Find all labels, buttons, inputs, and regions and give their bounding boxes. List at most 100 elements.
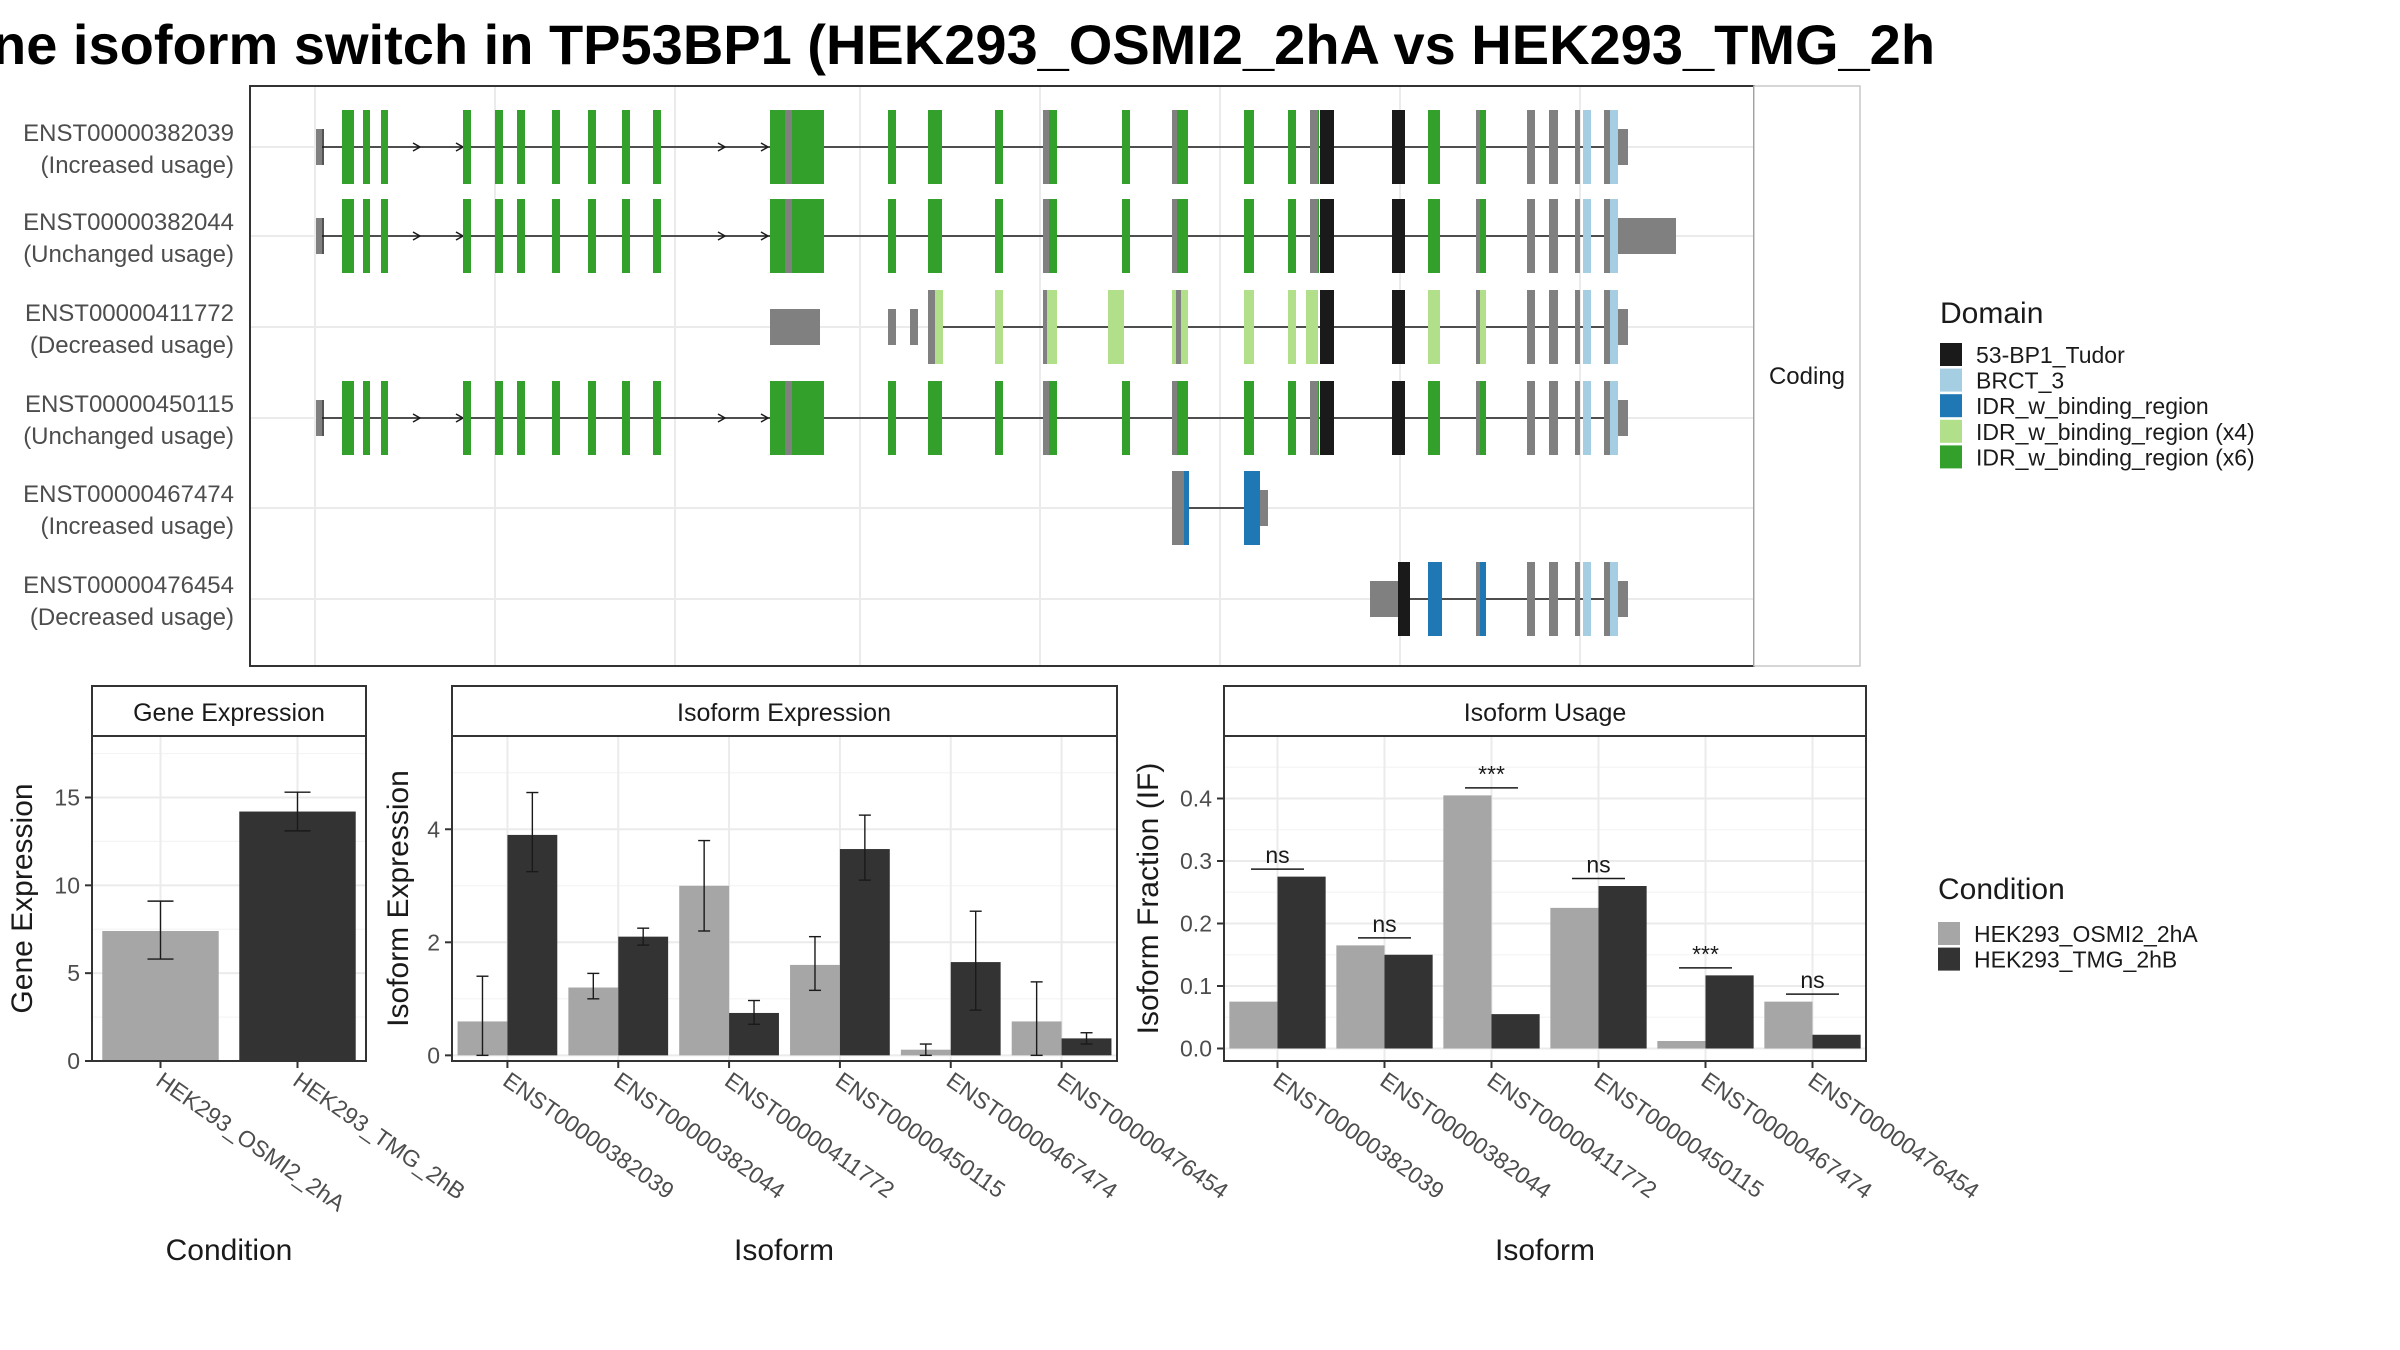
x-axis-title: Isoform xyxy=(1495,1234,1595,1267)
exon-block xyxy=(1310,110,1318,184)
transcript-panel xyxy=(249,85,1755,667)
bar xyxy=(1812,1034,1861,1049)
y-tick-label: 2 xyxy=(427,929,440,955)
page-title: ne isoform switch in TP53BP1 (HEK293_OSM… xyxy=(0,13,1936,76)
exon-block xyxy=(888,110,896,184)
direction-arrow xyxy=(717,413,727,423)
exon-block xyxy=(1476,381,1486,455)
transcript-track xyxy=(316,110,1628,184)
x-axis-title: Condition xyxy=(166,1234,293,1267)
exon-block xyxy=(1172,110,1177,184)
exon-block xyxy=(1043,290,1047,364)
exon-block xyxy=(1428,199,1440,273)
y-tick-label: 0.0 xyxy=(1180,1036,1212,1062)
bar xyxy=(1443,795,1492,1049)
exon-block xyxy=(588,381,596,455)
exon-block xyxy=(1618,309,1628,345)
domain-legend-swatch xyxy=(1940,343,1962,366)
significance-label: ns xyxy=(1800,967,1824,993)
condition-legend-label: HEK293_TMG_2hB xyxy=(1974,947,2177,973)
exon-block xyxy=(770,199,824,273)
exon-block xyxy=(1428,290,1440,364)
exon-block xyxy=(1610,199,1618,273)
exon-block xyxy=(770,381,824,455)
condition-legend-swatch xyxy=(1938,922,1960,945)
exon-block xyxy=(1575,381,1580,455)
domain-legend-label: BRCT_3 xyxy=(1976,368,2064,394)
exon-block xyxy=(1604,199,1610,273)
exon-block xyxy=(995,199,1003,273)
exon-block xyxy=(1527,290,1535,364)
direction-arrow xyxy=(760,413,770,423)
panel-strip-title: Isoform Expression xyxy=(677,699,891,727)
exon-block xyxy=(588,110,596,184)
exon-block xyxy=(1604,290,1610,364)
direction-arrow xyxy=(412,413,422,423)
exon-block xyxy=(785,381,792,455)
transcript-usage-label: (Unchanged usage) xyxy=(23,423,234,450)
exon-block xyxy=(1428,562,1442,636)
exon-block xyxy=(1575,290,1580,364)
transcript-track xyxy=(316,199,1676,273)
exon-block xyxy=(463,110,471,184)
exon-block xyxy=(1476,290,1486,364)
panel-border xyxy=(451,735,1118,1062)
x-axis-title: Isoform xyxy=(734,1234,834,1267)
exon-block xyxy=(342,199,354,273)
exon-block xyxy=(495,110,503,184)
exon-block xyxy=(1618,400,1628,436)
exon-block xyxy=(1320,199,1334,273)
exon-block xyxy=(1610,381,1618,455)
significance-label: ns xyxy=(1265,842,1289,868)
transcript-id-label: ENST00000467474 xyxy=(23,481,234,508)
exon-block xyxy=(588,199,596,273)
transcript-usage-label: (Decreased usage) xyxy=(30,604,234,631)
exon-block xyxy=(1306,290,1318,364)
exon-block xyxy=(1549,110,1558,184)
exon-block xyxy=(1549,381,1558,455)
exon-block xyxy=(1476,381,1480,455)
exon-block xyxy=(785,110,792,184)
exon-block xyxy=(928,110,942,184)
transcript-track xyxy=(316,381,1628,455)
y-tick-label: 4 xyxy=(427,816,440,842)
exon-block xyxy=(552,381,560,455)
exon-block xyxy=(363,199,370,273)
exon-block xyxy=(622,381,630,455)
exon-block xyxy=(1288,199,1296,273)
direction-arrow xyxy=(760,231,770,241)
exon-block xyxy=(1122,110,1130,184)
y-tick-label: 0.4 xyxy=(1180,786,1212,812)
exon-block xyxy=(1476,562,1486,636)
exon-block xyxy=(622,110,630,184)
exon-block xyxy=(1172,471,1186,545)
exon-block xyxy=(1244,110,1254,184)
exon-block xyxy=(1392,290,1405,364)
exon-block xyxy=(1583,381,1591,455)
panel-strip-title: Isoform Usage xyxy=(1464,699,1627,727)
exon-block xyxy=(1549,290,1558,364)
exon-block xyxy=(1392,199,1405,273)
domain-legend-label: IDR_w_binding_region xyxy=(1976,393,2209,419)
y-tick-label: 10 xyxy=(54,872,80,898)
direction-arrow xyxy=(760,142,770,152)
exon-block xyxy=(910,309,918,345)
bar xyxy=(1764,1001,1813,1049)
panel-strip xyxy=(451,685,1118,737)
exon-block xyxy=(928,381,942,455)
exon-block xyxy=(1583,290,1591,364)
exon-block xyxy=(1527,562,1535,636)
exon-block xyxy=(995,110,1003,184)
exon-block xyxy=(1043,199,1049,273)
domain-legend-label: 53-BP1_Tudor xyxy=(1976,342,2125,368)
exon-block xyxy=(1476,199,1486,273)
exon-block xyxy=(995,381,1003,455)
exon-block xyxy=(1244,471,1260,545)
exon-block xyxy=(1244,199,1254,273)
transcript-id-label: ENST00000382039 xyxy=(23,120,234,147)
exon-block xyxy=(1288,290,1296,364)
exon-block xyxy=(1610,110,1618,184)
facet-strip xyxy=(1753,85,1861,667)
domain-legend-title: Domain xyxy=(1940,297,2043,330)
direction-arrow xyxy=(717,231,727,241)
